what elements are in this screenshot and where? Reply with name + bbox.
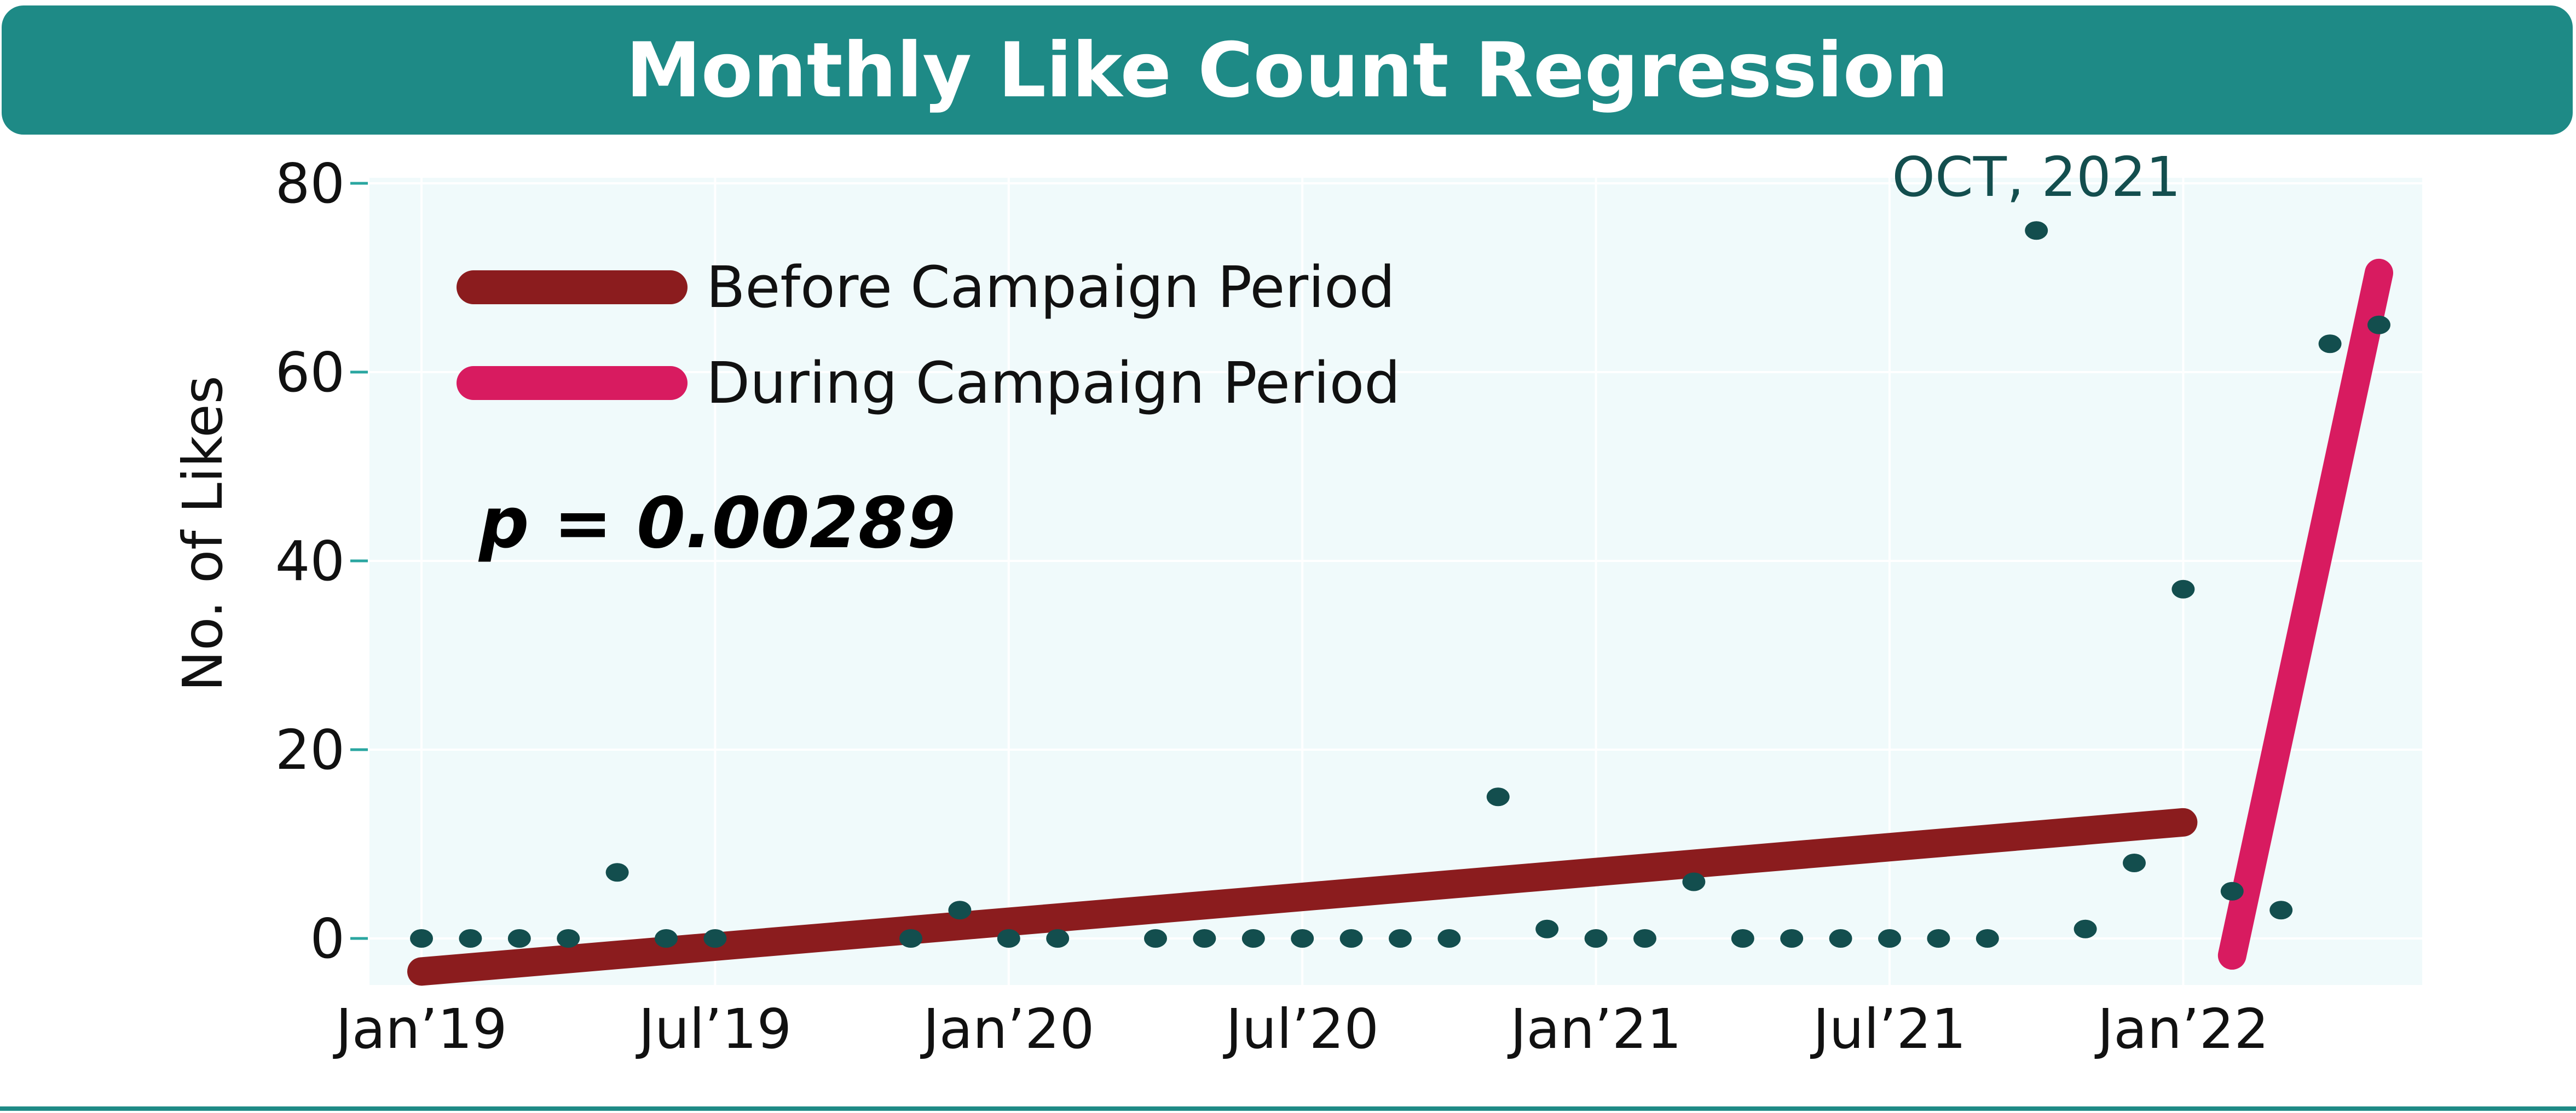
- legend: Before Campaign Period During Campaign Pe…: [457, 254, 1400, 416]
- plot-area: [369, 178, 2422, 985]
- grid-layer: [369, 178, 2422, 985]
- data-point: [1927, 929, 1950, 948]
- data-point: [2318, 334, 2342, 353]
- data-point: [1241, 929, 1265, 948]
- y-tick-label: 40: [275, 529, 345, 593]
- legend-label: During Campaign Period: [706, 350, 1400, 416]
- data-point: [1829, 929, 1852, 948]
- data-point: [557, 929, 580, 948]
- title-banner: Monthly Like Count Regression: [2, 5, 2573, 135]
- data-point: [703, 929, 727, 948]
- data-point: [1046, 929, 1070, 948]
- data-point: [1633, 929, 1656, 948]
- x-tick-label: Jan’21: [1507, 997, 1682, 1061]
- p-value-annotation: p = 0.00289: [478, 483, 956, 564]
- x-tick-label: Jan’22: [2094, 997, 2269, 1061]
- data-point: [507, 929, 531, 948]
- x-tick-label: Jul’20: [1222, 997, 1379, 1061]
- x-tick-label: Jul’21: [1810, 997, 1966, 1061]
- data-point: [1193, 929, 1216, 948]
- data-point: [1291, 929, 1314, 948]
- legend-label: Before Campaign Period: [706, 254, 1395, 321]
- x-tick-label: Jul’19: [636, 997, 792, 1061]
- data-point: [1389, 929, 1412, 948]
- data-point: [899, 929, 922, 948]
- data-point: [948, 901, 972, 920]
- data-point: [2025, 221, 2048, 240]
- x-tick-label: Jan’20: [920, 997, 1094, 1061]
- y-axis: 0 20 40 60 80: [275, 152, 368, 971]
- regression-line: [2217, 258, 2393, 970]
- data-point: [1144, 929, 1167, 948]
- data-point: [1878, 929, 1901, 948]
- scatter-points: [410, 221, 2390, 948]
- data-point: [459, 929, 482, 948]
- data-point: [410, 929, 433, 948]
- data-point: [1339, 929, 1363, 948]
- data-point: [2269, 901, 2293, 920]
- data-point: [1535, 919, 1559, 938]
- data-point: [1584, 929, 1608, 948]
- data-point: [997, 929, 1020, 948]
- data-point: [1437, 929, 1461, 948]
- x-tick-label: Jan’19: [332, 997, 507, 1061]
- y-tick-label: 20: [275, 718, 345, 782]
- data-point: [2123, 854, 2146, 872]
- x-axis: Jan’19 Jul’19 Jan’20 Jul’20 Jan’21 Jul’21 Jan’…: [332, 997, 2269, 1061]
- data-point: [1682, 872, 1706, 891]
- data-point: [1976, 929, 1999, 948]
- chart-title: Monthly Like Count Regression: [626, 26, 1949, 114]
- data-point: [1731, 929, 1754, 948]
- data-point: [605, 863, 629, 882]
- data-point: [2073, 919, 2097, 938]
- y-tick-label: 60: [275, 340, 345, 404]
- data-point: [2220, 882, 2244, 901]
- data-point: [1486, 787, 1510, 807]
- y-tick-label: 80: [275, 152, 345, 216]
- bottom-rule: [0, 1106, 2576, 1111]
- peak-annotation: OCT, 2021: [1892, 145, 2181, 209]
- data-point: [655, 929, 678, 948]
- y-tick-label: 0: [310, 907, 345, 971]
- data-point: [2171, 579, 2195, 599]
- y-axis-title: No. of Likes: [171, 375, 235, 691]
- data-point: [1780, 929, 1804, 948]
- data-point: [2367, 315, 2390, 334]
